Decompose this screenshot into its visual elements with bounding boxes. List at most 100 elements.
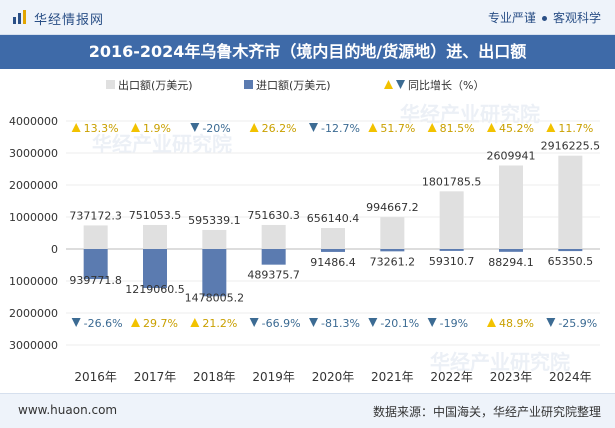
import-growth-label: -66.9% <box>262 317 301 330</box>
export-growth-up-icon <box>71 123 81 132</box>
chart: 华经产业研究院 华经产业研究院 华经产业研究院 出口额(万美元) 进口额(万美元)… <box>9 78 600 384</box>
export-value-label: 2609941 <box>487 149 536 162</box>
export-growth-label: -12.7% <box>321 122 360 135</box>
x-tick-label: 2019年 <box>252 370 295 384</box>
import-growth-label: -26.6% <box>84 317 123 330</box>
import-growth-up-icon <box>487 318 496 327</box>
y-tick-label: 1000000 <box>9 275 58 288</box>
x-tick-label: 2016年 <box>74 370 117 384</box>
x-tick-label: 2023年 <box>490 370 533 384</box>
tagline-right: 客观科学 <box>552 11 601 25</box>
export-growth-up-icon <box>368 123 378 132</box>
export-bar <box>499 165 523 249</box>
import-growth-label: -25.9% <box>558 317 597 330</box>
logo-icon <box>13 10 26 24</box>
import-bar <box>261 249 286 265</box>
export-growth-up-icon <box>131 123 140 132</box>
dot-separator-icon <box>541 16 547 21</box>
export-value-label: 1801785.5 <box>422 175 482 188</box>
import-growth-down-icon <box>71 318 81 327</box>
import-growth-label: 29.7% <box>143 317 178 330</box>
x-tick-label: 2017年 <box>134 370 177 384</box>
export-growth-label: 13.3% <box>84 122 119 135</box>
watermark-text: 华经产业研究院 <box>400 102 540 126</box>
export-value-label: 595339.1 <box>188 214 241 227</box>
import-growth-up-icon <box>131 318 140 327</box>
export-growth-up-icon <box>249 123 259 132</box>
export-growth-label: 51.7% <box>380 122 415 135</box>
import-growth-down-icon <box>368 318 378 327</box>
import-growth-down-icon <box>309 318 318 327</box>
import-growth-label: -19% <box>440 317 468 330</box>
bars <box>83 155 583 297</box>
export-value-label: 751053.5 <box>129 209 182 222</box>
y-tick-label: 2000000 <box>9 307 58 320</box>
import-growth-label: 21.2% <box>202 317 237 330</box>
legend-up-triangle-icon <box>384 80 393 89</box>
legend-label-growth: 同比增长（%） <box>408 78 484 92</box>
export-growth-label: 45.2% <box>499 122 534 135</box>
legend: 出口额(万美元) 进口额(万美元) 同比增长（%） <box>106 78 484 92</box>
import-value-label: 1478005.2 <box>185 291 245 304</box>
footer-source: 数据来源：中国海关，华经产业研究院整理 <box>372 405 601 419</box>
legend-down-triangle-icon <box>396 80 405 89</box>
export-bar <box>558 155 583 249</box>
import-value-label: 59310.7 <box>429 255 475 268</box>
x-axis: 2016年 2017年 2018年 2019年 2020年 2021年 2022年 2023年… <box>74 370 591 384</box>
export-growth-up-icon <box>546 123 556 132</box>
export-bar <box>143 224 167 249</box>
export-value-label: 656140.4 <box>307 212 360 225</box>
import-growth-label: -81.3% <box>321 317 360 330</box>
title-bar: 2016-2024年乌鲁木齐市（境内目的地/货源地）进、出口额 <box>0 35 615 69</box>
import-growth-down-icon <box>546 318 556 327</box>
export-growth-up-icon <box>427 123 437 132</box>
import-value-label: 65350.5 <box>548 255 594 268</box>
import-growth-down-icon <box>249 318 259 327</box>
export-growth-label: 1.9% <box>143 122 171 135</box>
export-bar <box>380 217 405 249</box>
import-value-label: 91486.4 <box>310 256 356 269</box>
x-tick-label: 2020年 <box>312 370 355 384</box>
export-growth-down-icon <box>190 123 200 132</box>
export-value-label: 2916225.5 <box>541 140 601 153</box>
import-growth-down-icon <box>427 318 437 327</box>
export-growth-label: 26.2% <box>262 122 297 135</box>
export-value-label: 751630.3 <box>247 209 300 222</box>
y-tick-label: 2000000 <box>9 179 58 192</box>
y-axis: 4000000 3000000 2000000 1000000 0 1000000 2000… <box>9 115 58 352</box>
data-labels: 737172.3 939771.8 751053.5 1219060.5 595339.… <box>69 140 600 305</box>
x-tick-label: 2018年 <box>193 370 236 384</box>
footer: www.huaon.com 数据来源：中国海关，华经产业研究院整理 <box>0 393 615 428</box>
y-tick-label: 3000000 <box>9 339 58 352</box>
import-growth-label: -20.1% <box>380 317 419 330</box>
watermark-text: 华经产业研究院 <box>430 350 570 374</box>
import-value-label: 88294.1 <box>488 256 534 269</box>
import-bar <box>499 249 523 252</box>
import-growth-up-icon <box>190 318 200 327</box>
export-bar <box>261 224 286 249</box>
export-value-label: 994667.2 <box>366 201 419 214</box>
y-tick-label: 4000000 <box>9 115 58 128</box>
import-value-label: 489375.7 <box>247 269 300 282</box>
export-growth-label: 81.5% <box>440 122 475 135</box>
import-bar <box>83 249 108 280</box>
import-bar <box>321 249 345 252</box>
export-bar <box>83 225 108 249</box>
export-growth-up-icon <box>487 123 496 132</box>
import-value-label: 73261.2 <box>370 255 416 268</box>
x-tick-label: 2021年 <box>371 370 414 384</box>
import-growth-label: 48.9% <box>499 317 534 330</box>
import-value-label: 939771.8 <box>69 274 122 287</box>
legend-swatch-import <box>244 80 253 89</box>
watermark-text: 华经产业研究院 <box>92 132 232 156</box>
export-value-label: 737172.3 <box>69 209 122 222</box>
legend-label-export: 出口额(万美元) <box>118 78 193 92</box>
tagline: 专业严谨 客观科学 <box>488 9 601 26</box>
growth-row: 13.3% -26.6% 1.9% 29.7% -20% 21.2% 26.2% -66.9%… <box>71 122 597 330</box>
watermark-group: 华经产业研究院 华经产业研究院 华经产业研究院 <box>92 102 570 374</box>
export-growth-label: -20% <box>202 122 230 135</box>
site-name: 华经情报网 <box>34 13 105 28</box>
import-bar <box>439 249 464 251</box>
legend-swatch-export <box>106 80 115 89</box>
